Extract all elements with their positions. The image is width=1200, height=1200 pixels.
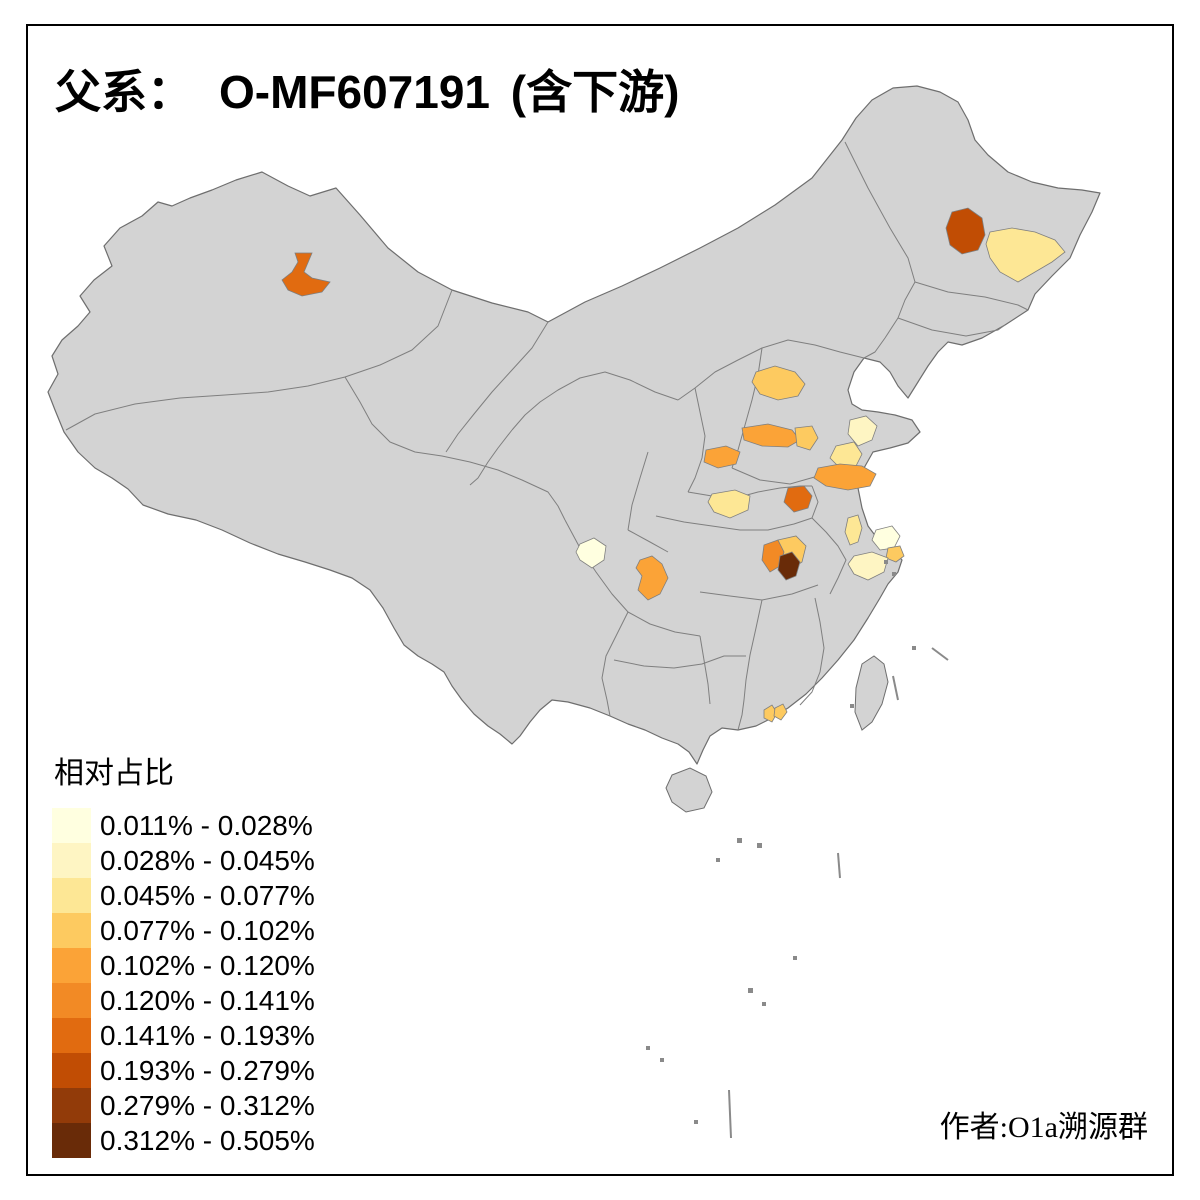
taiwan-island bbox=[854, 655, 889, 731]
region-hebei-south bbox=[741, 423, 801, 448]
islands bbox=[665, 655, 889, 813]
region-sichuan-chengdu bbox=[575, 537, 607, 569]
legend-label: 0.120% - 0.141% bbox=[100, 984, 315, 1016]
legend-swatch bbox=[52, 948, 91, 983]
legend-entry: 0.141% - 0.193% bbox=[52, 1018, 315, 1053]
province-borders bbox=[65, 141, 1029, 731]
legend-label: 0.028% - 0.045% bbox=[100, 844, 315, 876]
region-beijing bbox=[751, 365, 806, 401]
region-henan-southeast bbox=[783, 485, 813, 513]
sea-island-marks bbox=[646, 560, 949, 1139]
legend-label: 0.102% - 0.120% bbox=[100, 949, 315, 981]
legend-label: 0.011% - 0.028% bbox=[100, 809, 313, 841]
region-henan-south bbox=[707, 489, 751, 519]
region-jiangsu-south bbox=[847, 551, 889, 581]
legend-label: 0.045% - 0.077% bbox=[100, 879, 315, 911]
region-shanxi-southwest bbox=[703, 445, 741, 469]
legend-entry: 0.077% - 0.102% bbox=[52, 913, 315, 948]
region-shandong-northwest bbox=[847, 415, 878, 447]
page-title: 父系： O-MF607191 (含下游) bbox=[55, 56, 679, 122]
region-hubei-wuhan-dark bbox=[777, 551, 801, 581]
legend-label: 0.077% - 0.102% bbox=[100, 914, 315, 946]
legend-swatch bbox=[52, 878, 91, 913]
legend-entry: 0.102% - 0.120% bbox=[52, 948, 315, 983]
region-heilongjiang-east bbox=[985, 227, 1066, 283]
legend-entry: 0.312% - 0.505% bbox=[52, 1123, 315, 1158]
region-guangdong-delta-west bbox=[763, 704, 778, 723]
region-jiangsu-north bbox=[813, 463, 877, 491]
region-xinjiang-urumqi bbox=[281, 252, 331, 297]
title-prefix: 父系： bbox=[55, 67, 193, 118]
legend-entry: 0.045% - 0.077% bbox=[52, 878, 315, 913]
region-heilongjiang-central bbox=[945, 207, 986, 255]
legend-swatch bbox=[52, 1123, 91, 1158]
legend-entry: 0.120% - 0.141% bbox=[52, 983, 315, 1018]
legend-label: 0.141% - 0.193% bbox=[100, 1019, 315, 1051]
region-chongqing bbox=[635, 555, 669, 601]
legend-swatch bbox=[52, 1053, 91, 1088]
legend-swatch bbox=[52, 1088, 91, 1123]
region-jiangsu-central-west bbox=[844, 514, 863, 546]
title-haplogroup-code: O-MF607191 bbox=[219, 66, 491, 118]
region-hebei-southeast bbox=[794, 425, 819, 451]
highlighted-regions bbox=[281, 207, 1066, 723]
legend-entries: 0.011% - 0.028% 0.028% - 0.045% 0.045% - 0… bbox=[52, 808, 315, 1158]
legend-label: 0.193% - 0.279% bbox=[100, 1054, 315, 1086]
legend-label: 0.312% - 0.505% bbox=[100, 1124, 315, 1156]
legend-swatch bbox=[52, 983, 91, 1018]
legend-entry: 0.279% - 0.312% bbox=[52, 1088, 315, 1123]
hainan-island bbox=[665, 767, 713, 813]
region-guangdong-delta-east bbox=[773, 703, 788, 721]
title-suffix: (含下游) bbox=[510, 66, 680, 118]
legend-title: 相对占比 bbox=[54, 757, 174, 790]
legend-swatch bbox=[52, 913, 91, 948]
legend-swatch bbox=[52, 843, 91, 878]
legend-swatch bbox=[52, 808, 91, 843]
plot-frame bbox=[26, 24, 1174, 1176]
legend-entry: 0.193% - 0.279% bbox=[52, 1053, 315, 1088]
legend-label: 0.279% - 0.312% bbox=[100, 1089, 315, 1121]
attribution: 作者:O1a溯源群 bbox=[939, 1111, 1148, 1144]
region-jiangsu-central-small bbox=[885, 545, 905, 563]
legend: 相对占比 0.011% - 0.028% 0.028% - 0.045% 0.045… bbox=[52, 748, 315, 1158]
legend-entry: 0.028% - 0.045% bbox=[52, 843, 315, 878]
legend-entry: 0.011% - 0.028% bbox=[52, 808, 315, 843]
legend-swatch bbox=[52, 1018, 91, 1053]
